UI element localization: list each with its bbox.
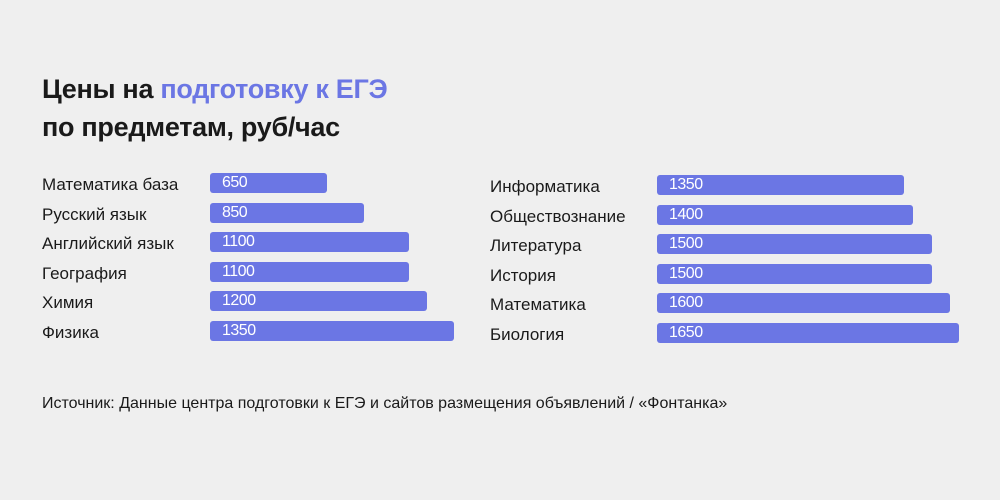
bar-1-5	[210, 291, 427, 311]
category-label-1-3: Английский язык	[42, 234, 174, 253]
bar-1-6	[210, 321, 454, 341]
bar-value-2-5: 1600	[669, 294, 703, 311]
bar-value-1-5: 1200	[222, 292, 256, 309]
bar-1-2	[210, 203, 364, 223]
bar-value-2-3: 1500	[669, 235, 703, 252]
category-label-2-3: Литература	[490, 236, 582, 255]
category-label-1-1: Математика база	[42, 175, 179, 194]
title-accent: подготовку к ЕГЭ	[160, 74, 388, 104]
bar-value-1-3: 1100	[222, 233, 255, 250]
bar-1-1	[210, 173, 327, 193]
category-label-1-5: Химия	[42, 293, 94, 312]
title-line-2: по предметам, руб/час	[42, 112, 340, 142]
bar-2-3	[657, 234, 932, 254]
bar-value-2-4: 1500	[669, 265, 703, 282]
bar-value-1-2: 850	[222, 204, 248, 221]
category-label-1-6: Физика	[42, 323, 99, 342]
category-label-2-1: Информатика	[490, 177, 600, 196]
bar-2-1	[657, 175, 904, 195]
source-note: Источник: Данные центра подготовки к ЕГЭ…	[42, 395, 728, 412]
category-label-1-4: География	[42, 264, 127, 283]
title-line-1: Цены на подготовку к ЕГЭ	[42, 70, 388, 108]
bar-value-1-4: 1100	[222, 263, 255, 280]
chart-title: Цены на подготовку к ЕГЭ по предметам, р…	[42, 70, 388, 146]
bar-value-2-1: 1350	[669, 176, 703, 193]
bar-value-1-1: 650	[222, 174, 248, 191]
bar-value-1-6: 1350	[222, 322, 256, 339]
category-label-2-5: Математика	[490, 295, 586, 314]
bar-1-4	[210, 262, 409, 282]
bar-1-3	[210, 232, 409, 252]
title-part-1: Цены на	[42, 74, 161, 104]
bar-2-6	[657, 323, 959, 343]
bar-2-2	[657, 205, 913, 225]
bar-2-5	[657, 293, 950, 313]
bar-value-2-6: 1650	[669, 324, 703, 341]
category-label-1-2: Русский язык	[42, 205, 147, 224]
category-label-2-4: История	[490, 266, 556, 285]
category-label-2-6: Биология	[490, 325, 565, 344]
bar-value-2-2: 1400	[669, 206, 703, 223]
bar-2-4	[657, 264, 932, 284]
category-label-2-2: Обществознание	[490, 207, 626, 226]
